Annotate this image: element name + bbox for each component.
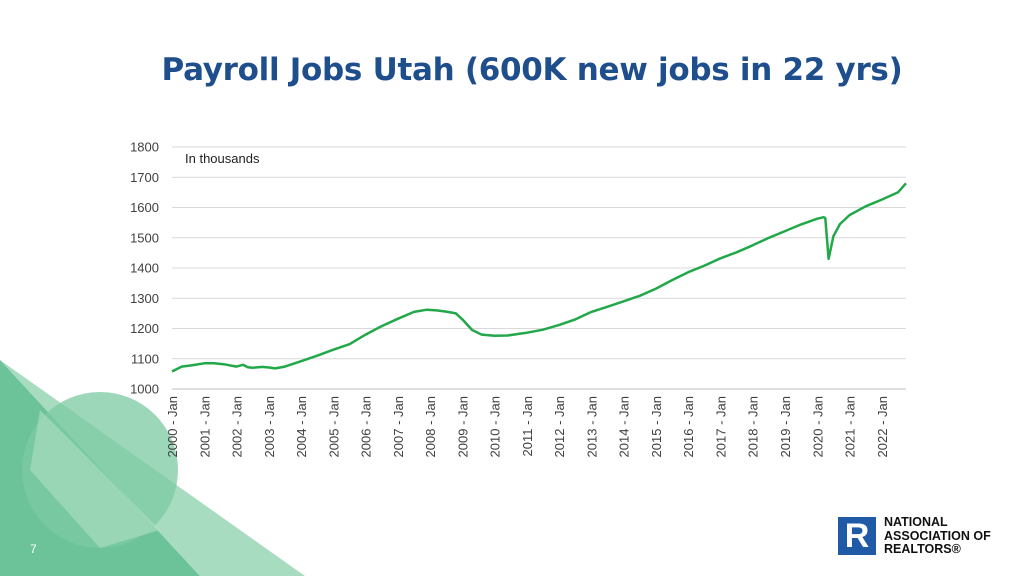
x-tick-label: 2010 - Jan (488, 396, 503, 457)
y-tick-label: 1600 (130, 200, 159, 215)
x-tick-label: 2007 - Jan (391, 396, 406, 457)
x-tick-label: 2002 - Jan (230, 396, 245, 457)
y-axis-tick-labels: 1000 1100 1200 1300 1400 1500 1600 1700 1800 (130, 140, 159, 397)
x-tick-label: 2011 - Jan (520, 396, 535, 456)
y-tick-label: 1500 (130, 230, 159, 245)
x-tick-label: 2015 - Jan (649, 396, 664, 457)
x-tick-label: 2006 - Jan (359, 396, 374, 457)
x-tick-label: 2003 - Jan (262, 396, 277, 457)
y-tick-label: 1300 (130, 291, 159, 306)
chart-annotation: In thousands (185, 151, 260, 166)
x-axis-tick-labels: 2000 - Jan 2001 - Jan 2002 - Jan 2003 - Jan… (165, 396, 890, 457)
nar-logo: R NATIONAL ASSOCIATION OF REALTORS® (838, 515, 1018, 560)
x-tick-label: 2016 - Jan (681, 396, 696, 457)
logo-mark-letter: R (844, 517, 870, 555)
y-tick-label: 1000 (130, 382, 159, 397)
x-tick-label: 2012 - Jan (552, 396, 567, 457)
y-tick-label: 1800 (130, 140, 159, 155)
y-tick-label: 1200 (130, 321, 159, 336)
logo-line-2: ASSOCIATION OF (884, 528, 991, 543)
x-tick-label: 2019 - Jan (778, 396, 793, 457)
series-line (171, 182, 907, 373)
x-tick-label: 2017 - Jan (713, 396, 728, 457)
x-tick-label: 2008 - Jan (423, 396, 438, 457)
series-layer (171, 182, 907, 373)
x-tick-label: 2001 - Jan (197, 396, 212, 457)
logo-text: NATIONAL ASSOCIATION OF REALTORS® (884, 515, 991, 557)
x-tick-label: 2013 - Jan (584, 396, 599, 457)
x-tick-label: 2000 - Jan (165, 396, 180, 457)
logo-mark: R (838, 517, 876, 555)
x-tick-label: 2018 - Jan (746, 396, 761, 457)
slide-title: Payroll Jobs Utah (600K new jobs in 22 y… (161, 52, 903, 88)
y-tick-label: 1400 (130, 261, 159, 276)
gridlines (172, 146, 906, 390)
y-tick-label: 1700 (130, 170, 159, 185)
x-tick-label: 2004 - Jan (294, 396, 309, 457)
x-tick-label: 2009 - Jan (455, 396, 470, 457)
x-tick-label: 2020 - Jan (810, 396, 825, 457)
logo-line-1: NATIONAL (884, 515, 948, 529)
y-tick-label: 1100 (131, 351, 159, 366)
x-tick-label: 2022 - Jan (875, 396, 890, 457)
x-tick-label: 2021 - Jan (843, 396, 858, 457)
logo-line-3: REALTORS® (884, 542, 961, 556)
x-tick-label: 2005 - Jan (326, 396, 341, 457)
page-number: 7 (30, 542, 37, 556)
x-tick-label: 2014 - Jan (617, 396, 632, 457)
decor-circle-highlight (30, 410, 160, 548)
